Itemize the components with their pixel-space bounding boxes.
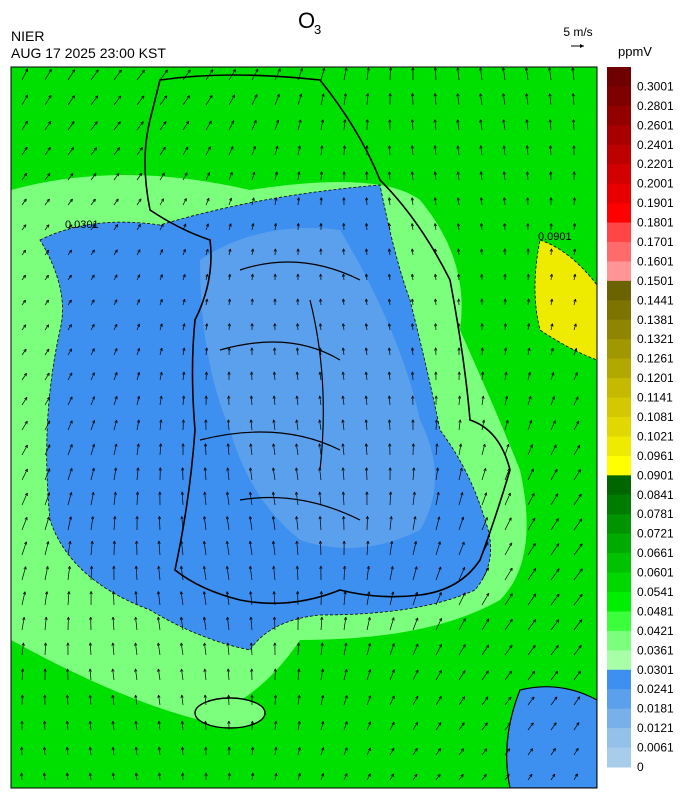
colorbar-swatch (607, 223, 631, 243)
colorbar-swatch (607, 339, 631, 359)
colorbar-label: 0.2401 (637, 138, 674, 152)
colorbar-swatch (607, 398, 631, 418)
colorbar-label: 0.0661 (637, 546, 674, 560)
title-subscript: 3 (314, 22, 321, 37)
vector-scale-label: 5 m/s (563, 25, 592, 39)
colorbar-swatch (607, 650, 631, 670)
colorbar-swatch (607, 689, 631, 709)
colorbar-swatch (607, 573, 631, 593)
colorbar-swatch (607, 728, 631, 748)
colorbar-swatch (607, 417, 631, 437)
colorbar-swatch (607, 125, 631, 145)
colorbar-label: 0.0061 (637, 741, 674, 755)
colorbar-label: 0.1021 (637, 429, 674, 443)
colorbar-label: 0.1601 (637, 254, 674, 268)
colorbar-swatch (607, 359, 631, 379)
colorbar-swatch (607, 145, 631, 165)
title: O (298, 8, 315, 33)
colorbar-swatch (607, 631, 631, 651)
colorbar-label: 0.2001 (637, 177, 674, 191)
colorbar-swatch (607, 106, 631, 126)
colorbar-swatch (607, 592, 631, 612)
colorbar-label: 0.2801 (637, 99, 674, 113)
colorbar-label: 0.0901 (637, 468, 674, 482)
colorbar-label: 0.2201 (637, 157, 674, 171)
colorbar-swatch (607, 67, 631, 87)
timestamp: AUG 17 2025 23:00 KST (11, 45, 166, 61)
colorbar-swatch (607, 748, 631, 768)
colorbar-label: 0.0181 (637, 702, 674, 716)
colorbar-label: 0.1081 (637, 410, 674, 424)
colorbar-label: 0.0241 (637, 682, 674, 696)
colorbar-label: 0.1201 (637, 371, 674, 385)
colorbar-label: 0.1381 (637, 313, 674, 327)
contour-label: 0.0901 (538, 231, 572, 243)
colorbar-label: 0 (637, 760, 644, 774)
kyushu (507, 687, 597, 788)
colorbar-label: 0.1701 (637, 235, 674, 249)
colorbar-swatch (607, 611, 631, 631)
colorbar-label: 0.0301 (637, 663, 674, 677)
colorbar-swatch (607, 184, 631, 204)
colorbar-swatch (607, 670, 631, 690)
colorbar-label: 0.0781 (637, 507, 674, 521)
colorbar-swatch (607, 86, 631, 106)
colorbar-swatch (607, 378, 631, 398)
colorbar-unit: ppmV (618, 44, 652, 59)
colorbar-label: 0.3001 (637, 79, 674, 93)
colorbar-swatch (607, 553, 631, 573)
vector-scale-head (580, 44, 584, 48)
colorbar-swatch (607, 709, 631, 729)
colorbar-swatch (607, 514, 631, 534)
colorbar-swatch (607, 534, 631, 554)
colorbar-swatch (607, 261, 631, 281)
map-area: 0.0301 0.0901 (11, 67, 597, 788)
colorbar-label: 0.0121 (637, 721, 674, 735)
colorbar-label: 0.1141 (637, 391, 673, 405)
colorbar-swatch (607, 281, 631, 301)
colorbar-label: 0.1321 (637, 332, 674, 346)
colorbar-swatch (607, 495, 631, 515)
colorbar-label: 0.1501 (637, 274, 674, 288)
colorbar-label: 0.1261 (637, 352, 674, 366)
colorbar-label: 0.1801 (637, 216, 674, 230)
colorbar-swatch (607, 475, 631, 495)
colorbar-label: 0.0361 (637, 643, 674, 657)
colorbar: 0.3001 0.2801 0.2601 0.2401 0.2201 0.2001 0.19… (607, 67, 674, 774)
colorbar-label: 0.1901 (637, 196, 674, 210)
colorbar-label: 0.0841 (637, 488, 674, 502)
colorbar-label: 0.2601 (637, 118, 674, 132)
colorbar-swatch (607, 164, 631, 184)
colorbar-swatch (607, 242, 631, 262)
colorbar-label: 0.0961 (637, 449, 674, 463)
colorbar-swatch (607, 300, 631, 320)
colorbar-label: 0.0721 (637, 527, 674, 541)
colorbar-label: 0.0541 (637, 585, 674, 599)
colorbar-swatch (607, 436, 631, 456)
colorbar-label: 0.1441 (637, 293, 674, 307)
colorbar-swatch (607, 320, 631, 340)
colorbar-swatch (607, 203, 631, 223)
colorbar-swatch (607, 456, 631, 476)
colorbar-label: 0.0601 (637, 566, 674, 580)
colorbar-label: 0.0481 (637, 604, 674, 618)
source: NIER (11, 28, 44, 44)
colorbar-label: 0.0421 (637, 624, 674, 638)
